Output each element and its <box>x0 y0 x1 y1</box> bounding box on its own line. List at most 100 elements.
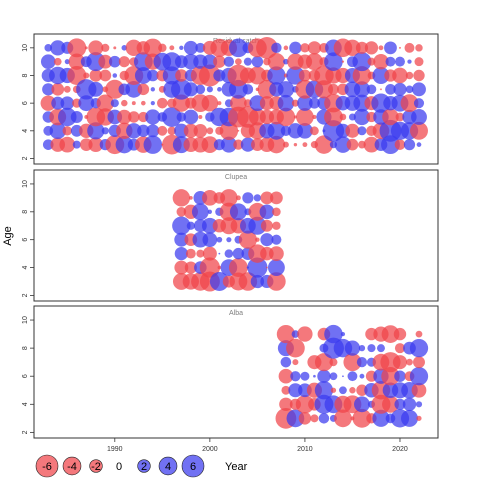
legend-label: 6 <box>190 461 196 473</box>
residual-bubble <box>409 367 429 386</box>
residual-bubble <box>412 82 426 97</box>
residual-bubble <box>228 258 248 277</box>
residual-bubble <box>217 265 222 270</box>
residual-bubble <box>42 139 54 150</box>
residual-bubble <box>353 81 370 98</box>
y-tick-label: 8 <box>22 346 29 350</box>
legend-label: 4 <box>165 461 171 473</box>
residual-bubble <box>51 82 65 96</box>
residual-bubble <box>298 69 311 82</box>
residual-bubble <box>248 216 267 235</box>
residual-bubble <box>240 137 255 152</box>
residual-bubble <box>44 44 53 52</box>
residual-bubble <box>347 371 358 382</box>
residual-bubble <box>349 387 356 394</box>
legend-label: -6 <box>42 461 52 473</box>
residual-bubble <box>363 136 380 153</box>
y-tick-label: 6 <box>22 238 29 242</box>
residual-bubble <box>314 381 334 400</box>
residual-bubble <box>242 84 254 95</box>
residual-bubble <box>297 95 313 111</box>
residual-bubble <box>290 371 301 382</box>
residual-bubble <box>219 121 239 141</box>
panel-frame <box>33 33 439 165</box>
residual-bubble <box>328 83 339 95</box>
residual-bubble <box>308 97 320 109</box>
residual-bubble <box>146 124 160 138</box>
residual-bubble <box>125 39 143 57</box>
residual-bubble <box>247 257 268 278</box>
residual-bubble <box>179 45 184 50</box>
residual-bubble <box>141 100 146 106</box>
residual-bubble <box>367 57 376 66</box>
legend-bubble <box>158 456 178 476</box>
residual-bubble <box>357 126 367 136</box>
y-tick-label: 10 <box>22 180 29 188</box>
residual-bubble <box>356 357 368 368</box>
residual-bubble <box>193 123 208 138</box>
residual-bubble <box>340 331 346 337</box>
residual-bubble <box>220 136 237 153</box>
residual-bubble <box>42 83 55 96</box>
residual-bubble <box>58 107 77 127</box>
residual-bubble <box>341 60 345 63</box>
residual-bubble <box>267 121 286 140</box>
residual-bubble <box>157 125 168 136</box>
residual-bubble <box>172 189 191 207</box>
residual-bubble <box>403 139 416 151</box>
residual-bubble <box>394 139 406 150</box>
residual-bubble <box>157 97 168 109</box>
residual-bubble <box>293 142 298 147</box>
residual-bubble <box>406 358 413 366</box>
residual-bubble <box>40 54 56 69</box>
residual-bubble <box>300 371 310 381</box>
residual-bubble <box>40 95 56 111</box>
residual-bubble <box>202 246 217 261</box>
residual-bubble <box>162 52 182 72</box>
residual-bubble <box>167 126 177 136</box>
residual-bubble <box>272 221 281 230</box>
residual-bubble <box>143 135 163 154</box>
residual-bubble <box>99 69 112 82</box>
residual-bubble <box>334 409 352 428</box>
residual-bubble <box>279 397 293 412</box>
residual-bubble <box>353 108 371 126</box>
residual-bubble <box>96 94 114 112</box>
y-axis-label: Age <box>2 226 14 246</box>
residual-bubble <box>270 191 283 205</box>
residual-bubble <box>378 45 384 51</box>
residual-bubble <box>143 38 163 58</box>
residual-bubble <box>83 72 90 79</box>
residual-bubble <box>183 123 198 138</box>
residual-bubble <box>49 122 66 140</box>
residual-bubble <box>411 382 427 398</box>
residual-bubble <box>367 344 376 353</box>
residual-bubble <box>98 54 113 69</box>
residual-bubble <box>324 324 343 344</box>
residual-bubble <box>51 96 65 110</box>
y-tick-label: 10 <box>22 44 29 52</box>
residual-bubble <box>53 57 62 66</box>
residual-bubble <box>385 84 396 95</box>
residual-bubble <box>78 95 95 112</box>
residual-bubble <box>233 139 244 150</box>
residual-bubble <box>183 40 198 55</box>
residual-bubble <box>394 370 406 382</box>
y-tick-label: 10 <box>22 316 29 324</box>
residual-bubble <box>260 233 274 247</box>
residual-bubble <box>126 123 142 139</box>
residual-bubble <box>253 194 262 202</box>
residual-bubble <box>183 82 198 97</box>
residual-bubble <box>201 136 219 153</box>
residual-bubble <box>202 232 218 248</box>
residual-bubble <box>174 232 189 247</box>
residual-bubble <box>310 414 319 423</box>
residual-bubble <box>300 43 310 53</box>
residual-bubble <box>382 108 399 126</box>
residual-bubble <box>70 124 83 137</box>
residual-bubble <box>101 127 109 135</box>
y-tick-label: 2 <box>22 156 29 160</box>
residual-bubble <box>206 127 214 135</box>
residual-bubble <box>115 135 134 154</box>
residual-bubble <box>392 67 408 84</box>
